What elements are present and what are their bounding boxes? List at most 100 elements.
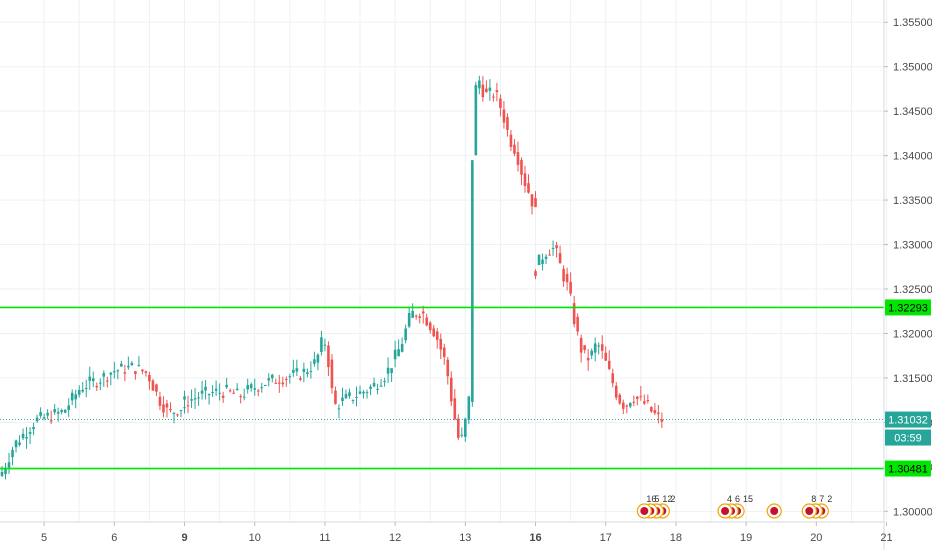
candle-body <box>263 385 267 387</box>
event-flag-core <box>640 507 649 515</box>
event-count: 15 <box>743 494 753 504</box>
x-tick-label: 13 <box>459 532 471 544</box>
y-tick-label: 1.35000 <box>893 62 932 74</box>
candle-body <box>98 382 102 384</box>
candle-body <box>260 387 264 389</box>
candle-body <box>474 85 478 156</box>
y-tick-label: 1.34000 <box>893 151 932 163</box>
candle-body <box>253 388 257 390</box>
candle-body <box>604 352 608 361</box>
candle-body <box>362 391 365 394</box>
candle-body <box>214 388 218 391</box>
candle-body <box>372 382 376 387</box>
candle-body <box>141 369 144 372</box>
countdown-box <box>885 429 931 446</box>
candle-body <box>4 467 7 475</box>
candle-body <box>548 254 551 256</box>
candle-body <box>386 367 390 374</box>
level-price-label-box <box>885 460 931 477</box>
candle-body <box>323 344 327 346</box>
candle-body <box>207 394 211 396</box>
candle-body <box>211 392 214 394</box>
candle-body <box>337 408 341 410</box>
candle-body <box>151 380 155 391</box>
x-tick-label: 18 <box>670 532 682 544</box>
candle-body <box>530 194 534 207</box>
candle-body <box>330 359 334 389</box>
level-price-label-box <box>885 299 931 316</box>
y-tick-label: 1.33500 <box>893 195 932 207</box>
candle-body <box>228 390 232 392</box>
grid <box>0 0 888 522</box>
event-flag-core <box>721 507 730 515</box>
event-count: 8 <box>811 494 816 504</box>
candle-body <box>113 371 116 373</box>
candle-body <box>457 418 460 438</box>
candle-body <box>411 310 414 318</box>
candle-body <box>281 382 285 385</box>
candle-body <box>183 407 186 409</box>
candle-body <box>628 402 632 407</box>
candle-body <box>657 412 660 415</box>
candle-body <box>299 378 302 380</box>
candle-body <box>158 396 162 406</box>
candle-body <box>492 96 495 98</box>
candle-body <box>639 396 643 398</box>
candle-body <box>593 343 597 353</box>
candle-body <box>316 354 320 363</box>
candle-body <box>393 349 397 360</box>
candle-body <box>130 362 134 366</box>
candle-body <box>28 432 32 434</box>
event-count: 2 <box>827 494 832 504</box>
candle-body <box>520 159 523 175</box>
candle-body <box>586 357 590 361</box>
candle-body <box>495 90 499 93</box>
candle-body <box>407 313 411 327</box>
candle-body <box>221 395 225 398</box>
candle-body <box>306 372 309 374</box>
event-count: 5 <box>654 494 659 504</box>
candle-body <box>18 442 21 445</box>
event-count: 4 <box>727 494 732 504</box>
candle-body <box>660 419 664 422</box>
candle-body <box>400 344 404 352</box>
candle-body <box>653 410 657 414</box>
candle-body <box>14 440 18 448</box>
candle-body <box>127 365 130 368</box>
candle-body <box>35 417 39 422</box>
candle-body <box>551 248 555 250</box>
candle-body <box>176 414 179 416</box>
candle-body <box>155 384 158 392</box>
candle-body <box>320 337 323 352</box>
candle-body <box>621 402 625 409</box>
candle-body <box>179 410 183 412</box>
candle-body <box>270 374 274 379</box>
candles <box>0 75 664 480</box>
candle-body <box>397 349 400 357</box>
candle-body <box>643 401 646 404</box>
candle-body <box>499 98 502 108</box>
current-price-label-box <box>885 411 931 428</box>
candle-body <box>109 372 113 375</box>
candle-body <box>513 144 516 154</box>
plot-background <box>0 0 884 522</box>
candle-body <box>186 405 190 407</box>
candle-body <box>541 259 544 265</box>
candle-body <box>351 399 355 401</box>
candle-body <box>576 316 579 332</box>
candle-body <box>137 364 141 366</box>
candle-body <box>225 384 228 388</box>
x-tick-label: 12 <box>389 532 401 544</box>
candle-body <box>11 449 14 458</box>
candle-body <box>383 381 386 383</box>
candle-body <box>607 360 611 369</box>
candle-body <box>506 117 509 130</box>
candle-body <box>67 405 70 410</box>
x-tick-label: 5 <box>41 532 47 544</box>
candle-body <box>600 344 604 351</box>
candle-body <box>358 391 362 394</box>
candle-body <box>485 88 488 92</box>
y-tick-label: 1.30000 <box>893 506 932 518</box>
candle-body <box>509 134 513 147</box>
